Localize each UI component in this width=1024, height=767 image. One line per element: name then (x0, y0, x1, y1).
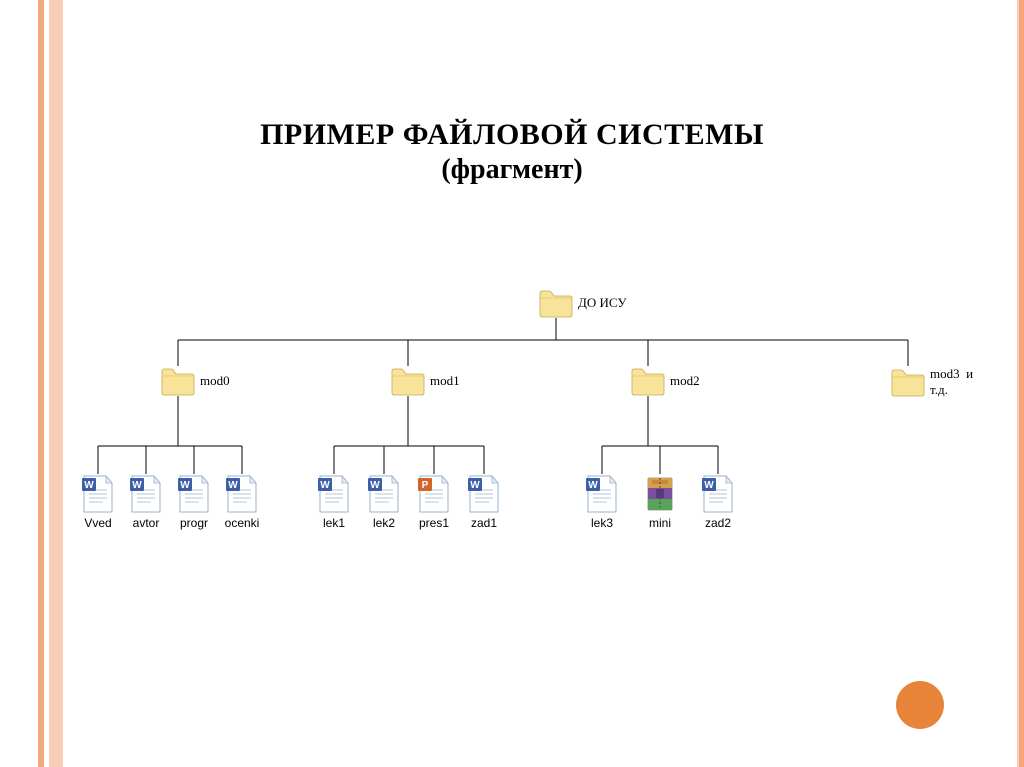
file-pres1: P pres1 (416, 474, 452, 530)
svg-text:W: W (132, 480, 142, 491)
root-label: ДО ИСУ (578, 295, 627, 311)
file-icon-word: W (466, 474, 502, 514)
file-mini: mini (642, 474, 678, 530)
folder-icon (890, 367, 926, 397)
folder-label: mod3 и т.д. (930, 366, 973, 398)
file-icon-ppt: P (416, 474, 452, 514)
folder-mod3: mod3 и т.д. (890, 366, 973, 398)
folder-icon (630, 366, 666, 396)
file-label: avtor (133, 516, 160, 530)
slide-subtitle: (фрагмент) (0, 154, 1024, 186)
svg-text:W: W (470, 480, 480, 491)
file-label: lek3 (591, 516, 613, 530)
folder-icon (538, 288, 574, 318)
file-label: zad2 (705, 516, 731, 530)
file-label: progr (180, 516, 208, 530)
svg-text:W: W (588, 480, 598, 491)
svg-text:W: W (84, 480, 94, 491)
file-zad2: W zad2 (700, 474, 736, 530)
decor-stripe-left-2 (49, 0, 63, 767)
folder-icon (390, 366, 426, 396)
file-icon-word: W (584, 474, 620, 514)
file-label: mini (649, 516, 671, 530)
decor-stripe-right-2 (1017, 0, 1019, 767)
file-label: zad1 (471, 516, 497, 530)
file-label: Vved (84, 516, 111, 530)
svg-text:W: W (228, 480, 238, 491)
svg-text:W: W (180, 480, 190, 491)
decor-stripe-right-1 (1019, 0, 1024, 767)
file-icon-word: W (224, 474, 260, 514)
file-label: lek2 (373, 516, 395, 530)
decor-stripe-left-1 (38, 0, 44, 767)
file-progr: W progr (176, 474, 212, 530)
svg-text:W: W (704, 480, 714, 491)
folder-label: mod1 (430, 373, 460, 389)
root-folder: ДО ИСУ (538, 288, 627, 318)
svg-text:P: P (422, 480, 429, 491)
file-lek3: W lek3 (584, 474, 620, 530)
folder-mod1: mod1 (390, 366, 460, 396)
svg-text:W: W (370, 480, 380, 491)
file-icon-word: W (80, 474, 116, 514)
folder-mod0: mod0 (160, 366, 230, 396)
tree-connectors (80, 288, 960, 588)
decor-dot (896, 681, 944, 729)
file-icon-word: W (316, 474, 352, 514)
file-label: ocenki (225, 516, 260, 530)
file-avtor: W avtor (128, 474, 164, 530)
file-lek1: W lek1 (316, 474, 352, 530)
file-lek2: W lek2 (366, 474, 402, 530)
folder-label: mod0 (200, 373, 230, 389)
filesystem-tree-diagram: ДО ИСУ mod0 mod1 mod2 mod3 и т.д. W Vved (80, 288, 960, 588)
file-label: pres1 (419, 516, 449, 530)
file-icon-word: W (366, 474, 402, 514)
file-icon-word: W (176, 474, 212, 514)
svg-text:W: W (320, 480, 330, 491)
folder-icon (160, 366, 196, 396)
file-label: lek1 (323, 516, 345, 530)
file-zad1: W zad1 (466, 474, 502, 530)
file-icon-word: W (700, 474, 736, 514)
folder-mod2: mod2 (630, 366, 700, 396)
file-icon-word: W (128, 474, 164, 514)
file-ocenki: W ocenki (224, 474, 260, 530)
file-icon-rar (642, 474, 678, 514)
file-vved: W Vved (80, 474, 116, 530)
slide-title: ПРИМЕР ФАЙЛОВОЙ СИСТЕМЫ (0, 118, 1024, 152)
folder-label: mod2 (670, 373, 700, 389)
